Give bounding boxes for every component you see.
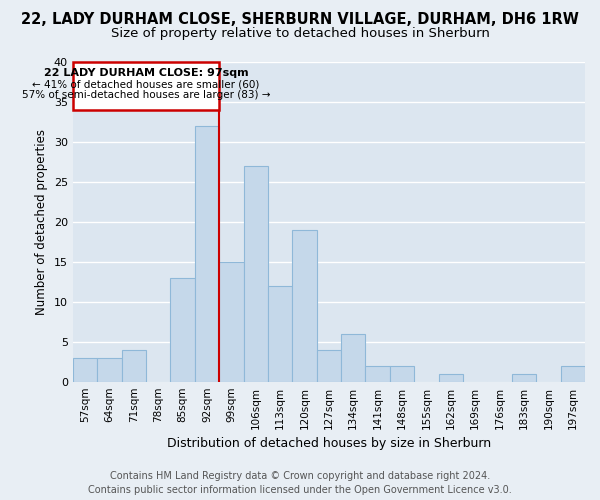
Bar xyxy=(292,230,317,382)
Bar xyxy=(341,334,365,382)
X-axis label: Distribution of detached houses by size in Sherburn: Distribution of detached houses by size … xyxy=(167,437,491,450)
Bar xyxy=(219,262,244,382)
Text: Contains HM Land Registry data © Crown copyright and database right 2024.
Contai: Contains HM Land Registry data © Crown c… xyxy=(88,471,512,495)
Text: Size of property relative to detached houses in Sherburn: Size of property relative to detached ho… xyxy=(110,28,490,40)
Text: 22, LADY DURHAM CLOSE, SHERBURN VILLAGE, DURHAM, DH6 1RW: 22, LADY DURHAM CLOSE, SHERBURN VILLAGE,… xyxy=(21,12,579,28)
Bar xyxy=(170,278,195,382)
Bar xyxy=(97,358,122,382)
Text: ← 41% of detached houses are smaller (60): ← 41% of detached houses are smaller (60… xyxy=(32,79,260,89)
Bar xyxy=(365,366,390,382)
Text: 22 LADY DURHAM CLOSE: 97sqm: 22 LADY DURHAM CLOSE: 97sqm xyxy=(44,68,248,78)
Bar xyxy=(317,350,341,382)
Y-axis label: Number of detached properties: Number of detached properties xyxy=(35,128,48,314)
Bar xyxy=(560,366,585,382)
Bar xyxy=(195,126,219,382)
Bar xyxy=(390,366,414,382)
Bar xyxy=(244,166,268,382)
Bar xyxy=(122,350,146,382)
Bar xyxy=(439,374,463,382)
Text: 57% of semi-detached houses are larger (83) →: 57% of semi-detached houses are larger (… xyxy=(22,90,270,101)
FancyBboxPatch shape xyxy=(73,62,219,110)
Bar xyxy=(73,358,97,382)
Bar xyxy=(512,374,536,382)
Bar xyxy=(268,286,292,382)
